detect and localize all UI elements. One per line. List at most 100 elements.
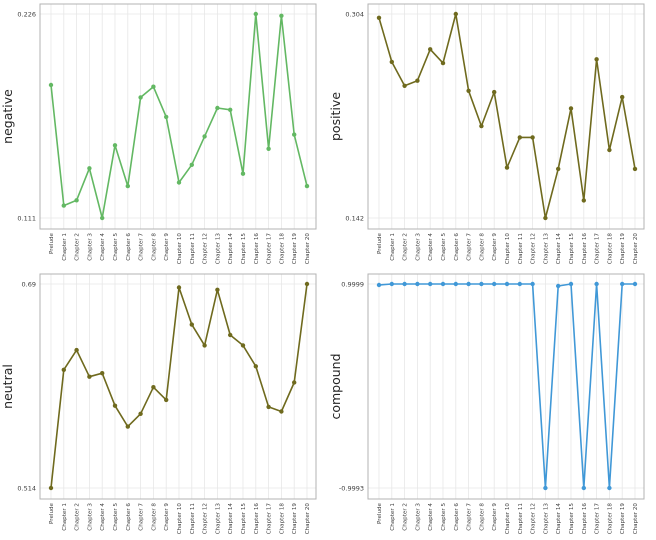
x-tick-label: Chapter 20 — [305, 233, 311, 265]
x-tick-label: Chapter 7 — [467, 233, 473, 261]
plot-border — [367, 3, 645, 230]
data-point — [543, 485, 548, 491]
x-tick-label: Chapter 1 — [62, 233, 68, 261]
data-points — [376, 11, 638, 221]
x-tick-label: Chapter 12 — [203, 503, 209, 534]
x-tick-labels: Prelude Chapter 1 Chapter 2 Chapter 3 Chapte… — [377, 502, 639, 534]
x-tick-label: Chapter 17 — [595, 233, 601, 265]
data-point — [530, 281, 535, 287]
data-point — [389, 59, 394, 65]
x-tick-label: Chapter 13 — [543, 233, 549, 265]
data-point — [189, 162, 194, 167]
data-point — [100, 371, 105, 376]
x-tick-label: Chapter 9 — [164, 233, 170, 261]
data-point — [594, 57, 599, 62]
data-point — [517, 281, 522, 287]
data-point — [164, 114, 169, 120]
gridlines — [40, 4, 316, 229]
data-point — [61, 203, 66, 208]
data-point — [504, 165, 510, 170]
x-tick-label: Chapter 15 — [569, 503, 575, 535]
data-point — [266, 404, 271, 410]
x-tick-label: Chapter 18 — [279, 233, 285, 265]
x-tick-label: Prelude — [49, 502, 55, 524]
x-tick-label: Chapter 14 — [228, 233, 234, 265]
data-point — [48, 485, 54, 491]
x-tick-label: Chapter 11 — [190, 503, 196, 535]
data-point — [74, 198, 79, 203]
x-tick-label: Chapter 2 — [75, 503, 81, 531]
x-tick-label: Chapter 5 — [113, 503, 119, 531]
x-tick-label: Chapter 10 — [177, 503, 183, 535]
data-point — [556, 283, 561, 289]
x-tick-label: Chapter 17 — [595, 503, 601, 535]
x-tick-label: Chapter 19 — [292, 233, 298, 265]
neutral-line-chart: 0.69 0.514 Prelude Chapter 1 Chapter 2 Chapte… — [0, 273, 317, 535]
x-tick-label: Chapter 14 — [228, 503, 234, 535]
x-tick-label: Chapter 10 — [505, 233, 511, 265]
y-tick-min: 0.111 — [17, 214, 36, 222]
data-point — [453, 281, 458, 287]
x-tick-label: Chapter 16 — [254, 233, 260, 265]
data-point — [492, 89, 497, 95]
x-tick-label: Chapter 2 — [75, 233, 81, 261]
data-point — [112, 403, 118, 408]
data-point — [202, 134, 207, 139]
subplot-bottom-left: 0.69 0.514 Prelude Chapter 1 Chapter 2 Chapte… — [0, 270, 328, 540]
data-points — [376, 281, 638, 491]
x-tick-label: Prelude — [377, 232, 383, 254]
data-point — [74, 347, 79, 353]
y-axis-label: positive — [328, 92, 343, 141]
x-tick-label: Chapter 3 — [87, 233, 93, 261]
x-tick-label: Chapter 2 — [403, 233, 409, 261]
x-tick-label: Chapter 14 — [556, 503, 562, 535]
data-point — [304, 183, 310, 189]
y-tick-labels: 0.69 0.514 — [17, 280, 36, 492]
x-tick-label: Chapter 16 — [254, 503, 260, 535]
x-tick-label: Chapter 8 — [151, 233, 157, 261]
gridlines — [368, 274, 644, 499]
x-tick-label: Chapter 16 — [582, 233, 588, 265]
data-point — [428, 47, 433, 52]
data-point — [253, 11, 258, 17]
y-axis-label: compound — [328, 353, 343, 419]
x-tick-label: Chapter 9 — [492, 233, 498, 261]
x-tick-label: Chapter 17 — [267, 503, 273, 535]
data-point — [607, 147, 612, 153]
y-tick-labels: 0.226 0.111 — [17, 10, 36, 222]
x-tick-label: Chapter 5 — [441, 233, 447, 261]
data-point — [466, 281, 471, 287]
x-tick-label: Chapter 13 — [543, 503, 549, 535]
x-tick-label: Chapter 12 — [203, 233, 209, 264]
x-tick-label: Chapter 13 — [215, 503, 221, 535]
data-point — [253, 364, 258, 369]
data-point — [176, 285, 182, 290]
data-point — [440, 60, 446, 66]
data-point — [428, 281, 433, 287]
x-tick-label: Chapter 3 — [415, 503, 421, 531]
x-tick-label: Chapter 6 — [454, 233, 460, 261]
x-tick-label: Chapter 13 — [215, 233, 221, 265]
data-point — [138, 411, 143, 416]
x-tick-label: Chapter 11 — [518, 503, 524, 535]
x-tick-label: Chapter 4 — [428, 233, 434, 261]
y-tick-max: 0.9999 — [341, 280, 364, 288]
data-point — [453, 11, 458, 17]
x-tick-label: Chapter 20 — [305, 503, 311, 535]
x-tick-label: Chapter 7 — [139, 233, 145, 261]
x-tick-label: Prelude — [377, 502, 383, 524]
x-tick-label: Chapter 10 — [177, 233, 183, 265]
compound-line-chart: 0.9999 -0.9993 Prelude Chapter 1 Chapter 2 Ch… — [328, 273, 645, 534]
x-tick-label: Chapter 2 — [403, 503, 409, 531]
x-tick-label: Chapter 7 — [467, 503, 473, 531]
x-tick-label: Chapter 6 — [126, 503, 132, 531]
x-tick-label: Chapter 10 — [505, 503, 511, 535]
y-axis-label: neutral — [0, 364, 15, 409]
x-tick-label: Chapter 11 — [190, 233, 196, 265]
data-point — [87, 166, 92, 171]
data-point — [479, 123, 484, 129]
data-point — [151, 385, 156, 390]
data-point — [543, 215, 548, 221]
plot-border — [39, 273, 317, 500]
x-tick-label: Chapter 20 — [633, 233, 639, 265]
